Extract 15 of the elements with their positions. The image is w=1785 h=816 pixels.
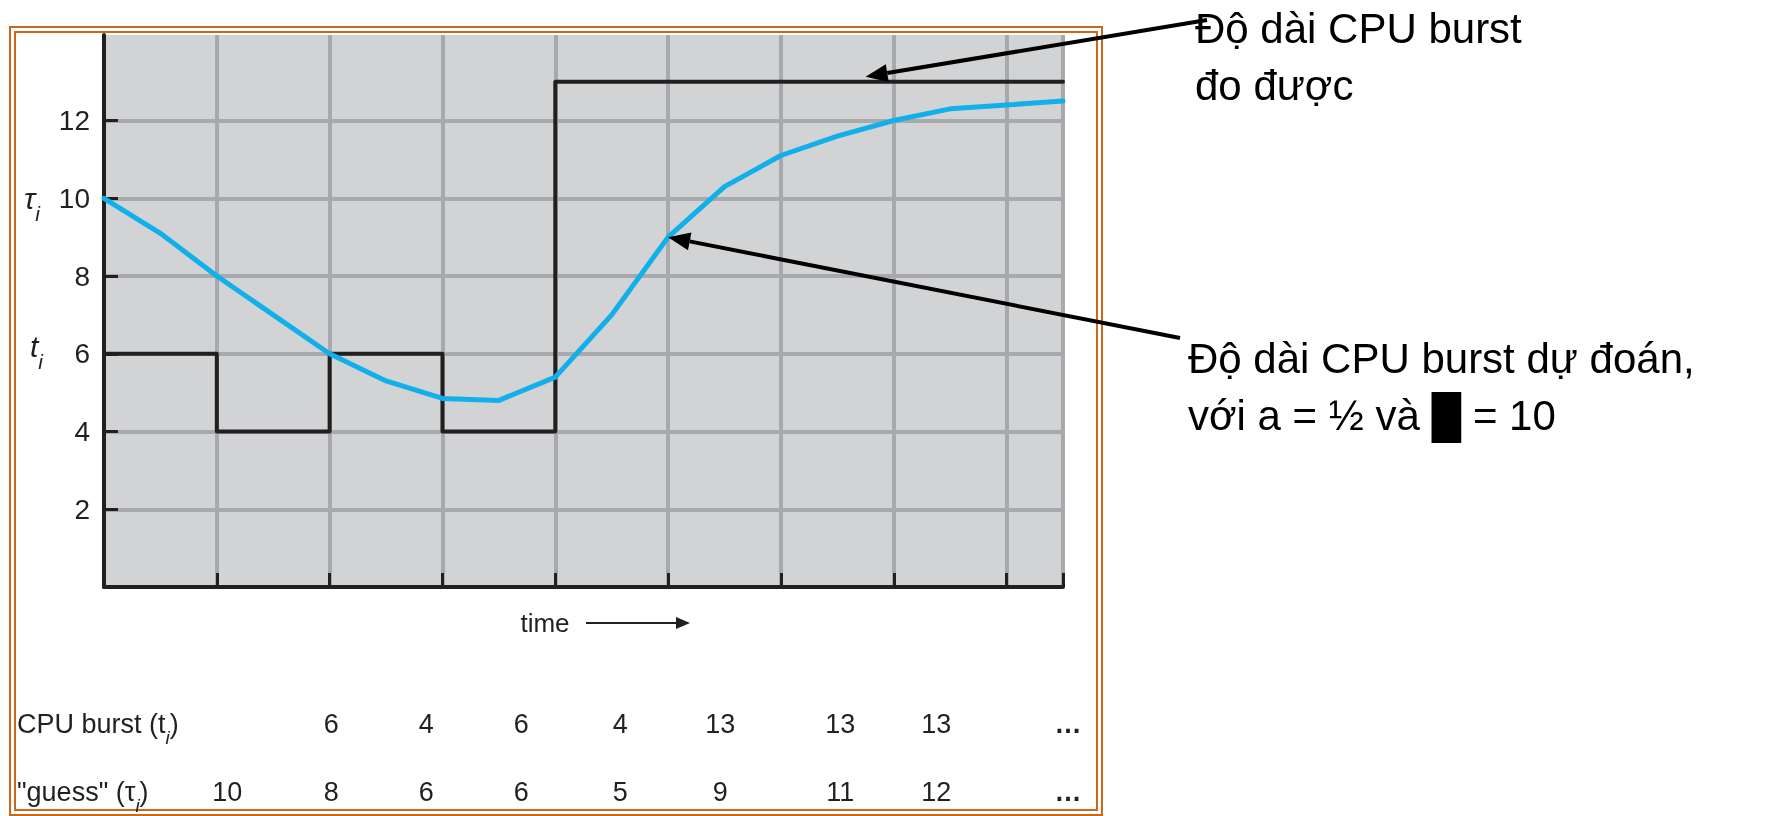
text: "guess" (τ$_{i}$) bbox=[17, 777, 149, 816]
text: Độ dài CPU burst đo được bbox=[1195, 5, 1523, 109]
text: 10 8 6 6 5 9 11 12 … bbox=[212, 777, 1082, 807]
y-tick-label: 12 bbox=[58, 105, 90, 137]
text: t$_{i}$ bbox=[30, 330, 45, 373]
y-tick-label: 6 bbox=[74, 338, 90, 370]
y-tick-label: 2 bbox=[74, 493, 90, 525]
text: 6 4 6 4 13 13 13 … bbox=[323, 709, 1082, 739]
text: τ$_{i}$ bbox=[24, 182, 42, 225]
y-tick-label: 10 bbox=[58, 182, 90, 214]
text: CPU burst (t$_{i}$) bbox=[17, 709, 179, 748]
y-tick-label: 4 bbox=[74, 416, 90, 448]
text: Độ dài CPU burst dự đoán, với a = ½ và █ = 10 bbox=[1188, 335, 1695, 443]
x-axis-title: time bbox=[520, 608, 570, 638]
y-tick-label: 8 bbox=[74, 260, 90, 292]
